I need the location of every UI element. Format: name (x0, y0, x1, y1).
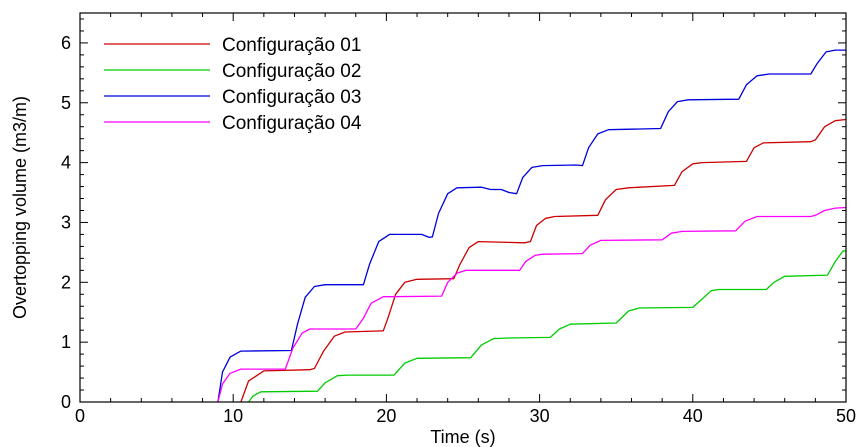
series-line-4 (217, 206, 846, 402)
series-line-1 (240, 118, 846, 402)
y-tick-label: 5 (61, 93, 71, 113)
x-tick-label: 30 (530, 406, 550, 426)
y-tick-label: 2 (61, 272, 71, 292)
x-tick-label: 0 (75, 406, 85, 426)
axes-layer (79, 12, 847, 403)
legend-label-3: Configuração 03 (222, 87, 361, 108)
y-tick-label: 6 (61, 33, 71, 53)
legend-label-2: Configuração 02 (222, 61, 361, 82)
legend-label-4: Configuração 04 (222, 113, 362, 134)
y-tick-label: 4 (61, 153, 71, 173)
plot-frame (79, 12, 847, 403)
series-line-3 (217, 49, 846, 402)
x-tick-label: 50 (836, 406, 856, 426)
x-tick-label: 10 (223, 406, 243, 426)
legend: Configuração 01 Configuração 02 Configuraç… (104, 35, 362, 134)
x-tick-label: 20 (376, 406, 396, 426)
series-line-2 (247, 249, 846, 402)
x-tick-label: 40 (683, 406, 703, 426)
y-tick-label: 3 (61, 212, 71, 232)
x-axis-label: Time (s) (430, 427, 495, 447)
y-axis-label: Overtopping volume (m3/m) (10, 96, 30, 319)
ticks-layer: 0 10 20 30 40 50 0 1 2 3 4 5 6 (61, 13, 856, 426)
y-tick-label: 0 (61, 392, 71, 412)
y-tick-label: 1 (61, 332, 71, 352)
series-layer (217, 49, 846, 402)
legend-label-1: Configuração 01 (222, 35, 361, 56)
